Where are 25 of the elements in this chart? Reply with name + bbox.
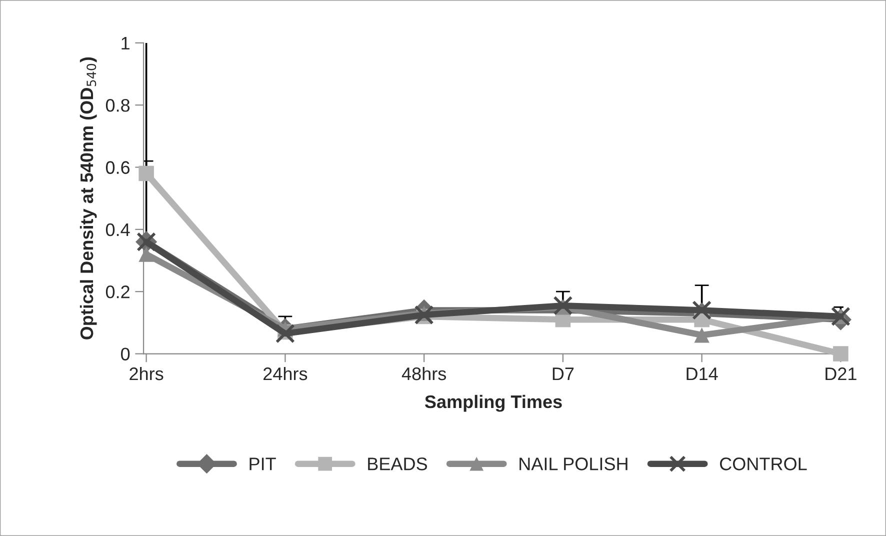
point [414,305,434,325]
y-tick-label: 0.6 [106,161,130,174]
legend-label: BEADS [368,458,427,470]
legend-label: PIT [250,458,276,470]
point [553,296,573,316]
y-axis-title: Optical Density at 540nm (OD$_{540}$) [80,57,97,340]
x-tick-label: 2hrs [130,366,164,380]
point [138,166,154,182]
point [694,327,710,343]
x-tick-label: 24hrs [264,366,308,380]
legend-label: CONTROL [720,458,807,470]
x-axis-title: Sampling Times [424,394,562,412]
y-tick-label: 0 [121,348,130,360]
x-tick-label: D14 [686,368,718,380]
y-tick-label: 1 [122,37,130,50]
point [275,324,295,344]
x-tick-label: D7 [552,368,574,380]
point [138,246,154,262]
y-tick-label: 0.4 [106,223,130,236]
y-tick-label: 0.8 [106,98,130,112]
y-tick-label: 0.2 [106,286,130,298]
x-tick-label: 48hrs [402,366,446,380]
x-tick-label: D21 [826,367,856,380]
legend-label: NAIL POLISH [520,458,628,470]
point [692,300,712,320]
